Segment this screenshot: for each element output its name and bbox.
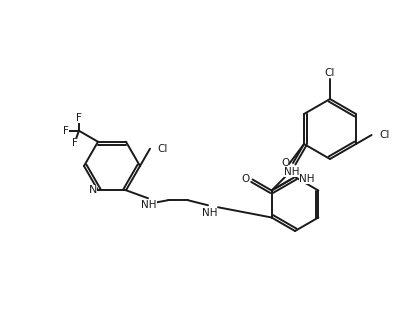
Text: NH: NH (202, 208, 218, 218)
Text: Cl: Cl (380, 130, 390, 140)
Text: O: O (242, 174, 250, 183)
Text: NH: NH (299, 174, 314, 183)
Text: F: F (63, 126, 69, 136)
Text: Cl: Cl (325, 68, 335, 78)
Text: NH: NH (141, 200, 157, 210)
Text: NH: NH (284, 167, 300, 177)
Text: F: F (72, 138, 78, 148)
Text: O: O (281, 158, 289, 168)
Text: N: N (89, 185, 97, 195)
Text: Cl: Cl (157, 144, 167, 154)
Text: F: F (76, 113, 82, 123)
